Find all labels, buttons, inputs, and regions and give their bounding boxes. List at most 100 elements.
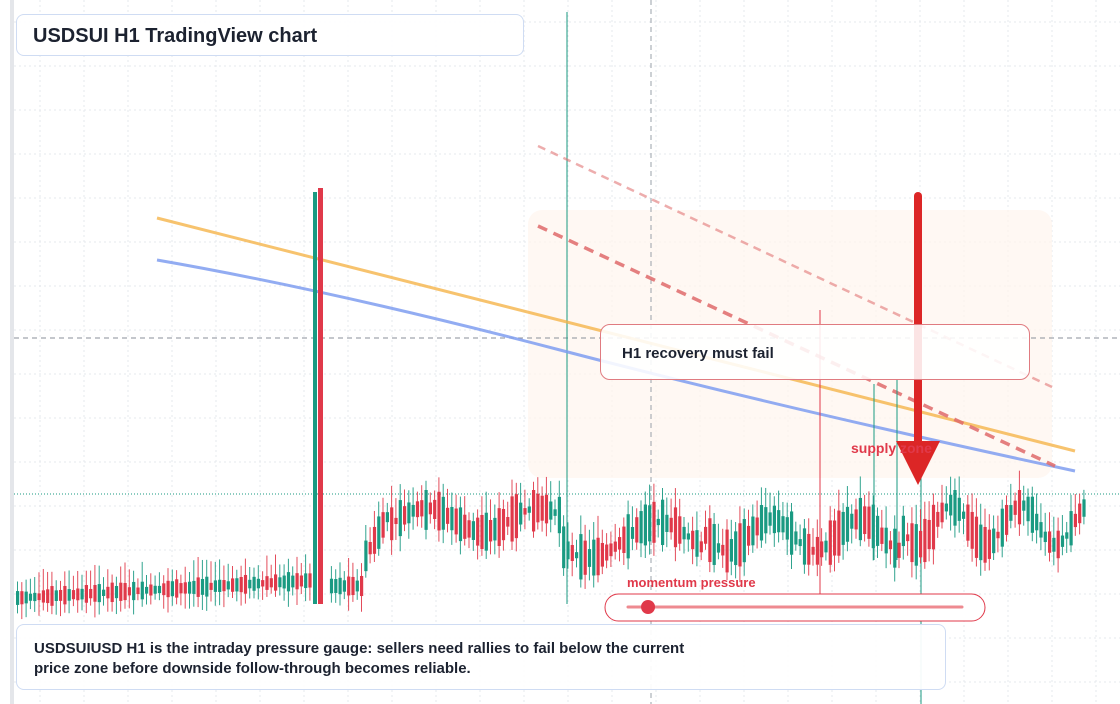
candle-body	[394, 517, 398, 525]
candle-body	[450, 506, 454, 531]
candle-body	[308, 573, 312, 588]
candle-body	[600, 542, 604, 567]
candle-body	[734, 531, 738, 566]
recovery-callout: H1 recovery must fail	[600, 324, 1030, 380]
candle-body	[123, 582, 127, 601]
candle-body	[76, 588, 80, 601]
candle-body	[355, 580, 359, 592]
candle-body	[458, 507, 463, 542]
candle-body	[231, 578, 235, 592]
candle-body	[222, 580, 226, 592]
candle-body	[179, 583, 183, 594]
upper-descending-trendline	[537, 144, 1053, 389]
candle-body	[635, 517, 639, 543]
down-arrow: supply zone	[851, 192, 940, 485]
candle-body	[127, 587, 131, 596]
candle-body	[712, 524, 716, 565]
candle-body	[794, 531, 798, 545]
candle-body	[540, 495, 544, 521]
left-price-scale-rail[interactable]	[10, 0, 14, 704]
candle-body	[949, 494, 953, 516]
candle-body	[364, 540, 368, 572]
candle-body	[820, 541, 824, 558]
candle-body	[63, 585, 67, 605]
candle-body	[970, 511, 974, 549]
candle-body	[170, 581, 174, 597]
candle-body	[772, 505, 776, 534]
candle-body	[828, 520, 832, 565]
candle-body	[213, 580, 217, 592]
candle-body	[437, 491, 441, 531]
candle-body	[183, 582, 187, 594]
candle-body	[747, 525, 751, 546]
candle-body	[188, 581, 192, 594]
candle-body	[596, 537, 600, 576]
candle-body	[67, 589, 71, 601]
candle-body	[252, 576, 256, 591]
candle-body	[845, 506, 850, 542]
candle-body	[592, 539, 596, 576]
candle-body	[544, 494, 549, 524]
candle-body	[1022, 500, 1026, 511]
candle-body	[1030, 496, 1034, 533]
candle-body	[89, 588, 93, 599]
candle-body	[557, 496, 561, 534]
candle-body	[1073, 513, 1077, 528]
candle-body	[605, 544, 609, 561]
candle-body	[884, 527, 888, 554]
candle-body	[110, 582, 114, 603]
candle-body	[1009, 505, 1013, 521]
candle-body	[1060, 535, 1065, 547]
candle-body	[205, 576, 209, 597]
gauge-label: momentum pressure	[627, 575, 756, 590]
candle-body	[983, 526, 987, 563]
candle-body	[368, 541, 372, 555]
candle-body	[166, 580, 170, 598]
candle-body	[304, 573, 308, 589]
candle-body	[248, 579, 252, 589]
candle-body	[811, 546, 815, 555]
candle-body	[136, 587, 140, 595]
candle-body	[420, 500, 424, 517]
candle-body	[527, 506, 531, 513]
candle-body	[390, 507, 394, 541]
candle-body	[282, 575, 286, 589]
candle-body	[656, 518, 660, 526]
candle-body	[953, 490, 957, 526]
candle-body	[1039, 522, 1043, 538]
candle-body	[299, 575, 303, 587]
candle-body	[295, 573, 299, 590]
candle-body	[639, 511, 643, 544]
candle-body	[200, 578, 205, 595]
candle-body	[351, 576, 355, 596]
candle-body	[901, 515, 905, 547]
candle-body	[609, 543, 613, 557]
candle-body	[850, 513, 854, 529]
candle-body	[334, 579, 338, 593]
candle-body	[428, 502, 432, 515]
candle-body	[721, 544, 725, 556]
recovery-callout-label: H1 recovery must fail	[622, 345, 774, 362]
chart-title-box: USDSUI H1 TradingView chart	[16, 14, 524, 56]
candle-body	[979, 524, 983, 561]
candle-body	[686, 533, 690, 540]
candle-body	[751, 516, 755, 546]
candle-body	[71, 590, 76, 600]
candle-body	[377, 516, 381, 549]
candle-body	[648, 505, 652, 542]
candle-body	[97, 584, 101, 603]
candle-body	[575, 552, 579, 559]
candle-body	[338, 577, 342, 595]
candle-body	[476, 517, 480, 546]
candle-body	[59, 589, 63, 601]
candle-body	[372, 526, 377, 554]
candle-body	[893, 528, 897, 568]
candle-body	[1052, 537, 1056, 552]
candle-body	[50, 586, 54, 606]
candle-body	[876, 515, 880, 546]
candle-body	[463, 514, 467, 539]
supply-zone-label: supply zone	[851, 440, 932, 456]
candle-body	[1078, 503, 1082, 524]
candle-body	[738, 523, 742, 567]
